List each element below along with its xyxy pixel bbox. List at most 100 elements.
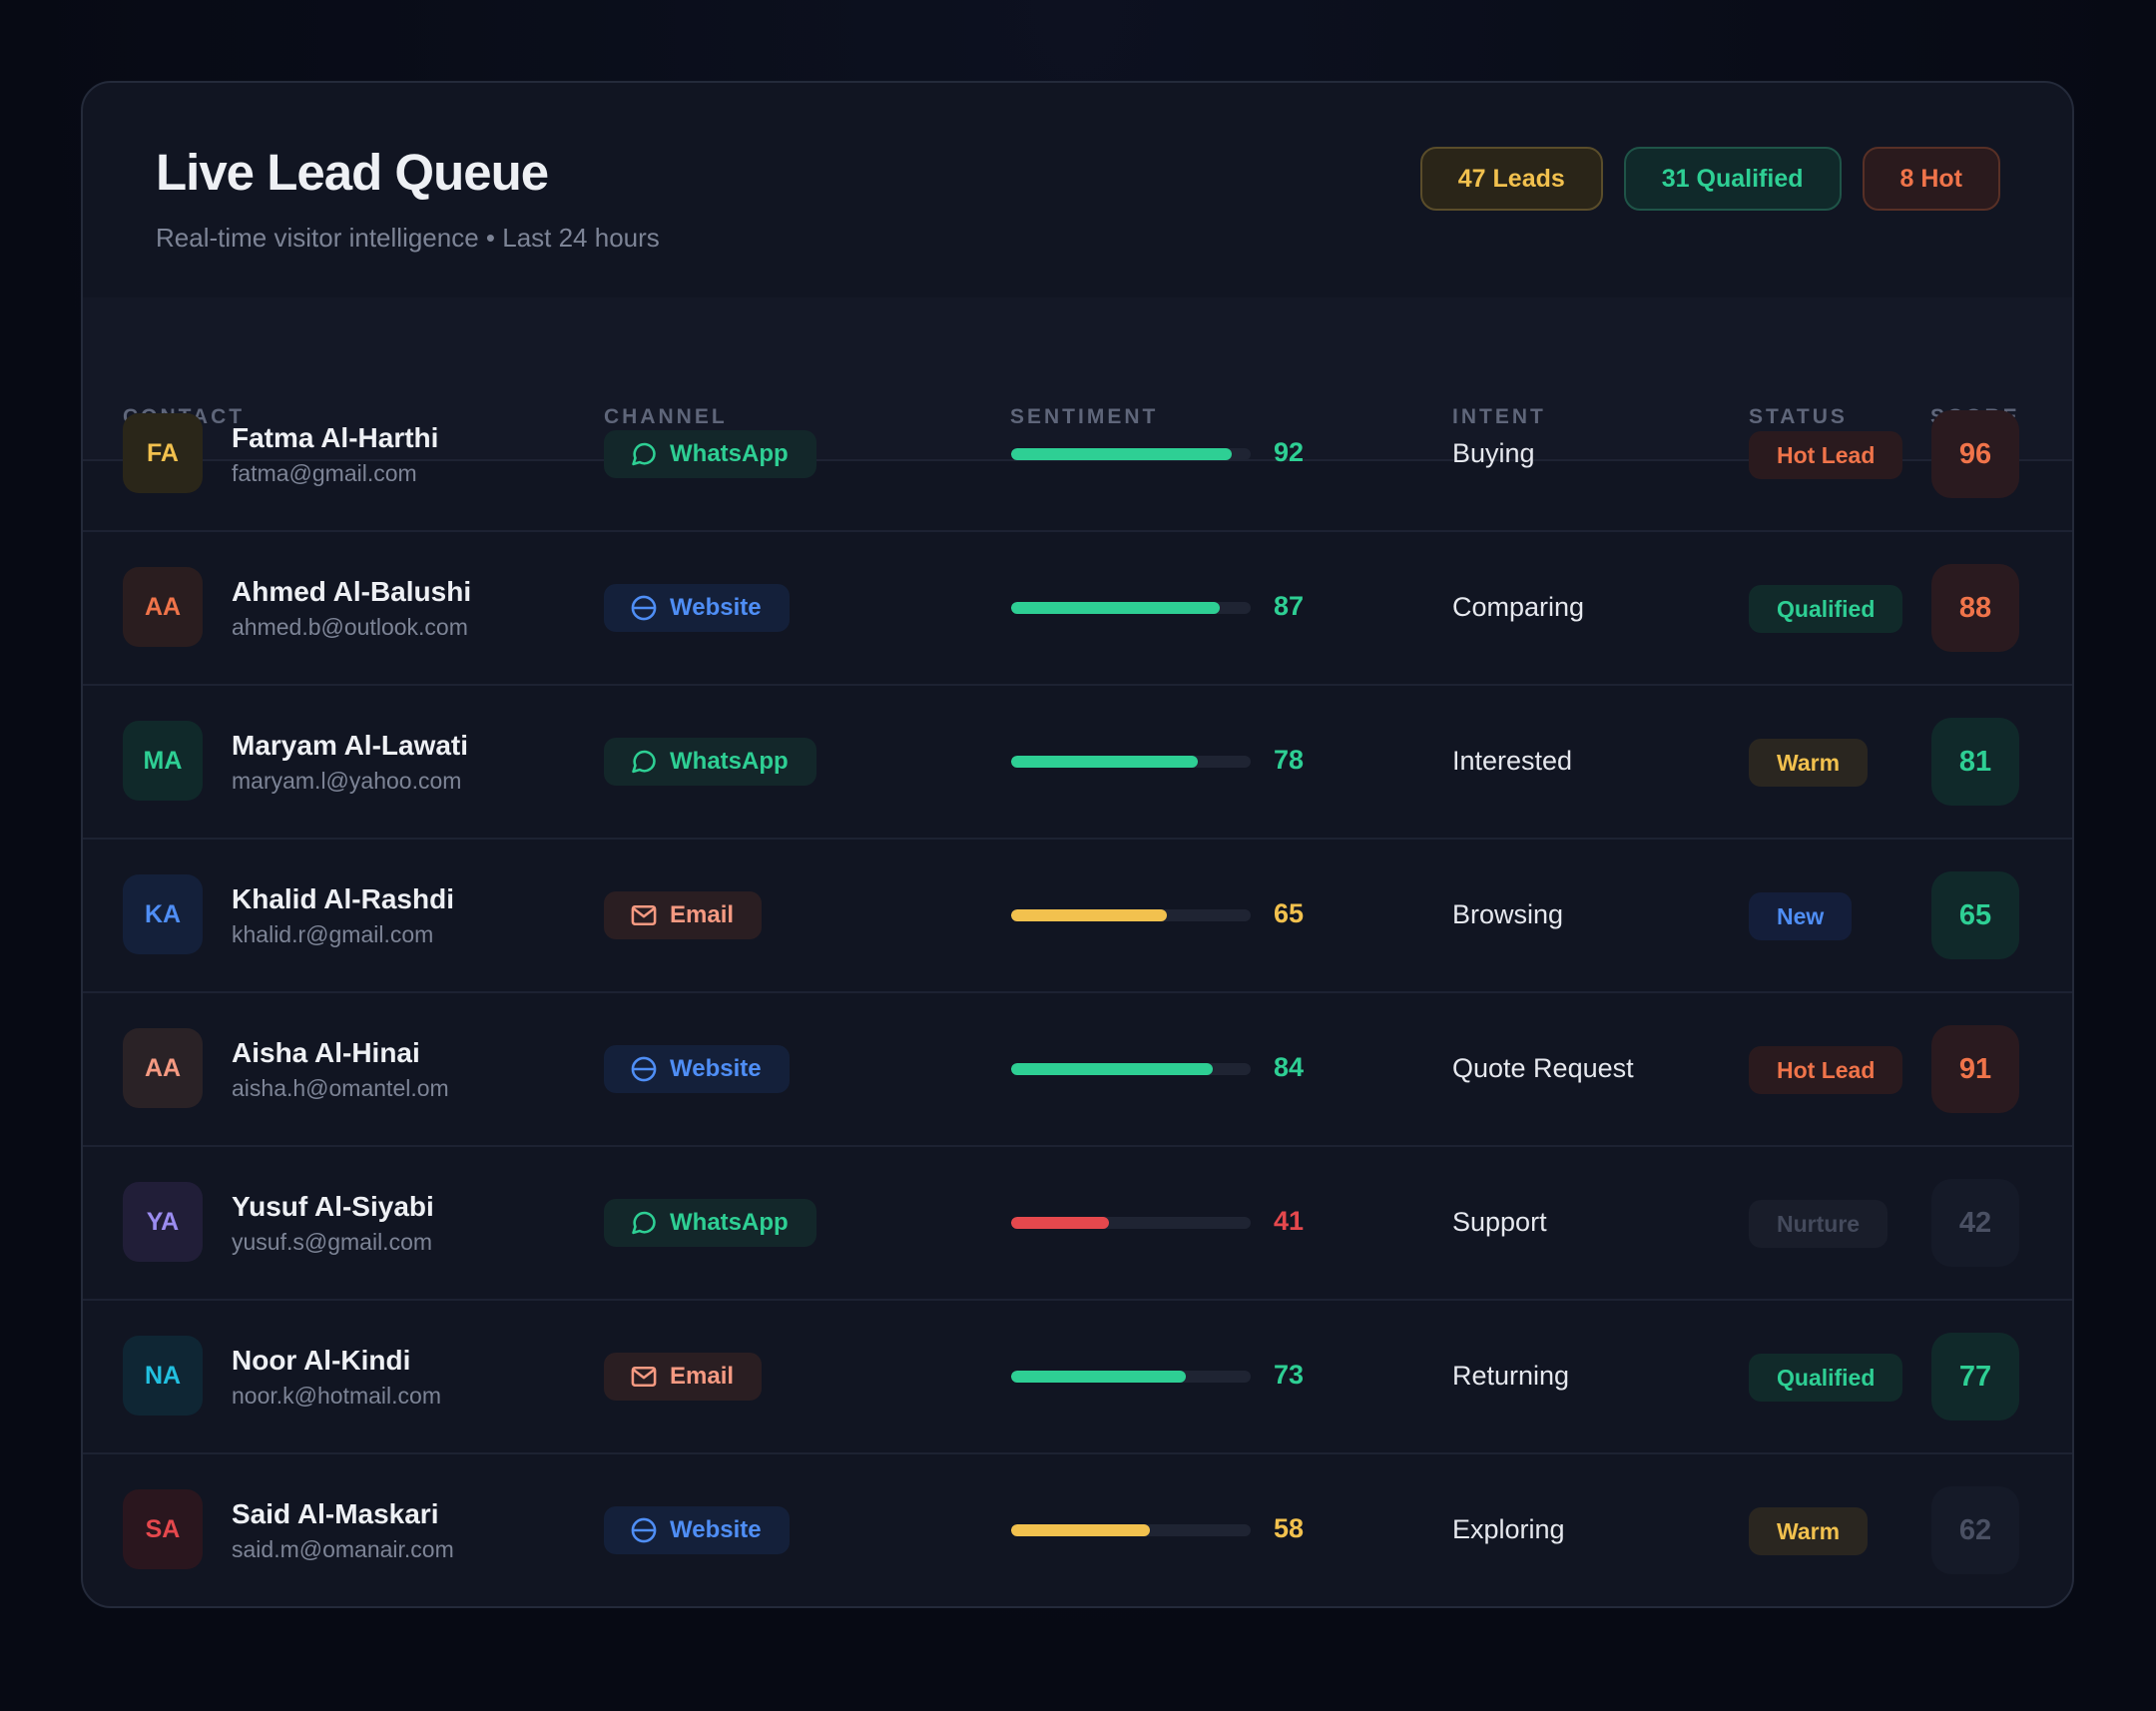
sentiment-bar	[1011, 602, 1251, 614]
channel-badge: WhatsApp	[604, 430, 816, 478]
column-header-status[interactable]: STATUS	[1749, 405, 1848, 428]
sentiment-bar	[1011, 448, 1251, 460]
channel-badge: Website	[604, 1506, 790, 1554]
intent-label: Interested	[1452, 746, 1573, 776]
page-title: Live Lead Queue	[156, 144, 549, 201]
channel-label: Email	[670, 1363, 735, 1390]
intent-label: Buying	[1452, 438, 1535, 468]
avatar: SA	[123, 1489, 203, 1569]
status-badge: Warm	[1749, 1507, 1869, 1555]
globe-icon	[630, 594, 658, 622]
score-badge: 81	[1931, 718, 2019, 806]
table-row[interactable]: YA Yusuf Al-Siyabi yusuf.s@gmail.com WhatsA…	[83, 1147, 2072, 1301]
table-row[interactable]: MA Maryam Al-Lawati maryam.l@yahoo.com What…	[83, 686, 2072, 840]
table-row[interactable]: SA Said Al-Maskari said.m@omanair.com Websi…	[83, 1454, 2072, 1606]
sentiment-bar	[1011, 756, 1251, 768]
avatar: MA	[123, 721, 203, 801]
whatsapp-icon	[630, 440, 658, 468]
lead-queue-card: Live Lead Queue Real-time visitor intell…	[81, 81, 2074, 1608]
table-row[interactable]: AA Ahmed Al-Balushi ahmed.b@outlook.com Web…	[83, 532, 2072, 686]
contact-name[interactable]: Ahmed Al-Balushi	[232, 576, 472, 607]
status-badge: Qualified	[1749, 585, 1903, 633]
channel-badge: Email	[604, 1353, 763, 1401]
contact-email[interactable]: aisha.h@omantel.om	[232, 1075, 449, 1101]
contact-email[interactable]: fatma@gmail.com	[232, 460, 417, 486]
table-row[interactable]: NA Noor Al-Kindi noor.k@hotmail.com Email 73…	[83, 1301, 2072, 1454]
channel-label: Website	[670, 1516, 762, 1543]
sentiment-value: 58	[1274, 1513, 1305, 1543]
channel-label: Website	[670, 594, 762, 621]
channel-badge: Email	[604, 891, 763, 939]
column-header-channel[interactable]: CHANNEL	[604, 405, 728, 428]
score-badge: 62	[1931, 1486, 2019, 1574]
intent-label: Comparing	[1452, 592, 1585, 622]
whatsapp-icon	[630, 748, 658, 776]
contact-name[interactable]: Fatma Al-Harthi	[232, 422, 439, 453]
sentiment-bar	[1011, 909, 1251, 921]
score-badge: 42	[1931, 1179, 2019, 1267]
table-row[interactable]: AA Aisha Al-Hinai aisha.h@omantel.om Websit…	[83, 993, 2072, 1147]
intent-label: Returning	[1452, 1361, 1570, 1391]
intent-label: Support	[1452, 1207, 1547, 1237]
channel-label: WhatsApp	[670, 748, 789, 775]
sentiment-value: 92	[1274, 437, 1305, 467]
lead-table-body: FA Fatma Al-Harthi fatma@gmail.com WhatsApp…	[83, 378, 2072, 1606]
sentiment-value: 41	[1274, 1206, 1305, 1236]
table-row[interactable]: FA Fatma Al-Harthi fatma@gmail.com WhatsApp…	[83, 378, 2072, 532]
score-badge: 77	[1931, 1333, 2019, 1421]
sentiment-bar-fill	[1011, 1524, 1151, 1536]
status-badge: Nurture	[1749, 1200, 1888, 1248]
contact-email[interactable]: khalid.r@gmail.com	[232, 921, 434, 947]
channel-badge: Website	[604, 1045, 790, 1093]
contact-name[interactable]: Aisha Al-Hinai	[232, 1037, 420, 1068]
avatar: AA	[123, 567, 203, 647]
contact-name[interactable]: Maryam Al-Lawati	[232, 730, 469, 761]
contact-email[interactable]: said.m@omanair.com	[232, 1536, 454, 1562]
contact-email[interactable]: noor.k@hotmail.com	[232, 1383, 441, 1409]
leads-count-pill[interactable]: 47 Leads	[1419, 147, 1603, 211]
sentiment-bar	[1011, 1063, 1251, 1075]
sentiment-bar-fill	[1011, 1063, 1213, 1075]
whatsapp-icon	[630, 1209, 658, 1237]
channel-badge: WhatsApp	[604, 738, 816, 786]
sentiment-bar-fill	[1011, 909, 1167, 921]
sentiment-bar	[1011, 1217, 1251, 1229]
avatar: AA	[123, 1028, 203, 1108]
intent-label: Quote Request	[1452, 1053, 1634, 1083]
avatar: NA	[123, 1336, 203, 1416]
sentiment-value: 87	[1274, 591, 1305, 621]
avatar: FA	[123, 413, 203, 493]
contact-email[interactable]: yusuf.s@gmail.com	[232, 1229, 433, 1255]
sentiment-value: 78	[1274, 745, 1305, 775]
page-subtitle: Real-time visitor intelligence • Last 24…	[156, 223, 660, 253]
intent-label: Browsing	[1452, 899, 1564, 929]
score-badge: 96	[1931, 410, 2019, 498]
channel-label: WhatsApp	[670, 1209, 789, 1236]
contact-email[interactable]: ahmed.b@outlook.com	[232, 614, 468, 640]
contact-name[interactable]: Said Al-Maskari	[232, 1498, 439, 1529]
sentiment-bar	[1011, 1524, 1251, 1536]
contact-name[interactable]: Yusuf Al-Siyabi	[232, 1191, 434, 1222]
summary-pills: 47 Leads 31 Qualified 8 Hot	[1419, 147, 2000, 211]
sentiment-value: 84	[1274, 1052, 1305, 1082]
status-badge: New	[1749, 892, 1853, 940]
sentiment-bar-fill	[1011, 756, 1199, 768]
status-badge: Qualified	[1749, 1354, 1903, 1402]
table-row[interactable]: KA Khalid Al-Rashdi khalid.r@gmail.com Emai…	[83, 840, 2072, 993]
column-header-intent[interactable]: INTENT	[1452, 405, 1546, 428]
sentiment-bar-fill	[1011, 448, 1232, 460]
qualified-count-pill[interactable]: 31 Qualified	[1623, 147, 1842, 211]
intent-label: Exploring	[1452, 1514, 1565, 1544]
avatar: KA	[123, 874, 203, 954]
globe-icon	[630, 1516, 658, 1544]
column-header-sentiment[interactable]: SENTIMENT	[1010, 405, 1159, 428]
contact-name[interactable]: Noor Al-Kindi	[232, 1345, 411, 1376]
status-badge: Hot Lead	[1749, 431, 1903, 479]
sentiment-bar-fill	[1011, 602, 1220, 614]
sentiment-value: 73	[1274, 1360, 1305, 1390]
contact-email[interactable]: maryam.l@yahoo.com	[232, 768, 462, 794]
contact-name[interactable]: Khalid Al-Rashdi	[232, 883, 454, 914]
avatar: YA	[123, 1182, 203, 1262]
hot-count-pill[interactable]: 8 Hot	[1862, 147, 2000, 211]
channel-label: Email	[670, 901, 735, 928]
